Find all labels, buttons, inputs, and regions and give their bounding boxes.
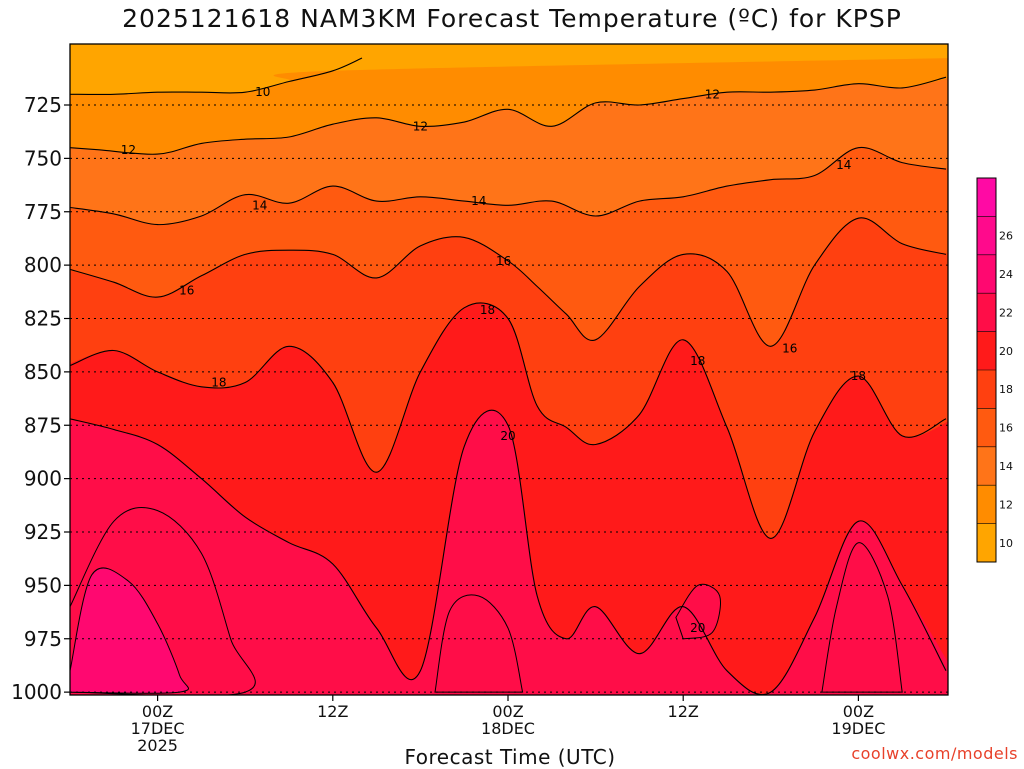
y-tick-label-725: 725 <box>24 93 62 117</box>
contour-label-14: 14 <box>471 194 486 208</box>
y-tick-label-900: 900 <box>24 467 62 491</box>
contour-label-18: 18 <box>851 369 866 383</box>
warm-pocket-2 <box>434 594 524 693</box>
contour-label-10: 10 <box>255 85 270 99</box>
y-tick-label-1000: 1000 <box>11 680 62 704</box>
isotherm-20 <box>70 409 947 695</box>
colorbar-label-16: 16 <box>999 422 1013 435</box>
colorbar-legend: 10 12 14 16 18 20 22 24 26 <box>976 177 1013 563</box>
warm-pocket-3 <box>821 542 903 693</box>
x-tick-label-60-0: 12Z <box>668 702 699 721</box>
y-axis: 725 750 775 800 825 850 875 900 925 950 975 1000 <box>11 93 70 704</box>
x-tick-label-24-0: 00Z <box>142 702 173 721</box>
band-above-20 <box>70 410 948 695</box>
x-tick-label-24-1: 17DEC <box>131 719 185 738</box>
contour-label-12: 12 <box>413 119 428 133</box>
contour-label-20: 20 <box>690 621 705 635</box>
pressure-gridlines <box>70 104 948 693</box>
contour-label-14: 14 <box>252 198 267 212</box>
isotherm-12 <box>70 76 947 155</box>
x-tick-label-72-1: 19DEC <box>831 719 885 738</box>
plot-frame <box>69 43 949 696</box>
contour-label-18: 18 <box>211 376 226 390</box>
x-tick-label-24-2: 2025 <box>137 736 178 755</box>
colorbar-label-26: 26 <box>999 230 1013 243</box>
contour-label-12: 12 <box>121 143 136 157</box>
isotherm-16 <box>70 217 947 347</box>
contour-label-20: 20 <box>500 429 515 443</box>
colorbar-swatch-7 <box>977 254 996 294</box>
colorbar-swatch-6 <box>977 293 996 332</box>
y-tick-label-975: 975 <box>24 627 62 651</box>
isotherm-contours <box>70 57 947 695</box>
x-tick-label-48-1: 18DEC <box>481 719 535 738</box>
colorbar-label-10: 10 <box>999 537 1013 550</box>
temperature-fill-bands <box>70 44 948 695</box>
contour-label-18: 18 <box>690 354 705 368</box>
colorbar-label-18: 18 <box>999 383 1013 396</box>
contour-labels: 10 12 12 12 14 14 14 16 16 16 18 18 18 18 20 20 <box>121 85 866 635</box>
x-tick-label-72-0: 00Z <box>843 702 874 721</box>
contour-label-16: 16 <box>496 254 511 268</box>
colorbar-label-20: 20 <box>999 345 1013 358</box>
colorbar-swatch-9 <box>977 178 996 217</box>
y-tick-label-800: 800 <box>24 253 62 277</box>
colorbar-label-22: 22 <box>999 306 1013 319</box>
x-tick-label-36-0: 12Z <box>317 702 348 721</box>
warm-pocket-1 <box>70 567 190 694</box>
x-tick-label-48-0: 00Z <box>492 702 523 721</box>
colorbar-swatch-1 <box>977 485 996 524</box>
colorbar-swatch-5 <box>977 331 996 370</box>
contour-label-14: 14 <box>836 158 851 172</box>
colorbar-swatch-8 <box>977 216 996 255</box>
colorbar-swatch-2 <box>977 446 996 486</box>
isotherm-10 <box>70 57 363 96</box>
colorbar-swatch-0 <box>977 523 996 562</box>
contour-label-16: 16 <box>179 284 194 298</box>
contour-label-18: 18 <box>480 303 495 317</box>
colorbar-swatch-3 <box>977 408 996 447</box>
y-tick-label-850: 850 <box>24 360 62 384</box>
y-tick-label-950: 950 <box>24 573 62 597</box>
isotherm-18 <box>70 302 947 539</box>
y-tick-label-925: 925 <box>24 520 62 544</box>
y-tick-label-750: 750 <box>24 146 62 170</box>
y-tick-label-875: 875 <box>24 413 62 437</box>
colorbar-label-24: 24 <box>999 268 1013 281</box>
contour-label-16: 16 <box>782 341 797 355</box>
x-axis-title: Forecast Time (UTC) <box>404 745 616 769</box>
isotherm-14 <box>70 147 947 226</box>
colorbar-swatch-4 <box>977 370 996 409</box>
credit-text: coolwx.com/models <box>851 744 1018 763</box>
contour-label-12: 12 <box>705 87 720 101</box>
colorbar-label-14: 14 <box>999 460 1013 473</box>
chart-title: 2025121618 NAM3KM Forecast Temperature (… <box>122 4 902 33</box>
warm-pocket-4 <box>675 583 721 640</box>
y-tick-label-825: 825 <box>24 307 62 331</box>
y-tick-label-775: 775 <box>24 200 62 224</box>
colorbar-label-12: 12 <box>999 498 1013 511</box>
